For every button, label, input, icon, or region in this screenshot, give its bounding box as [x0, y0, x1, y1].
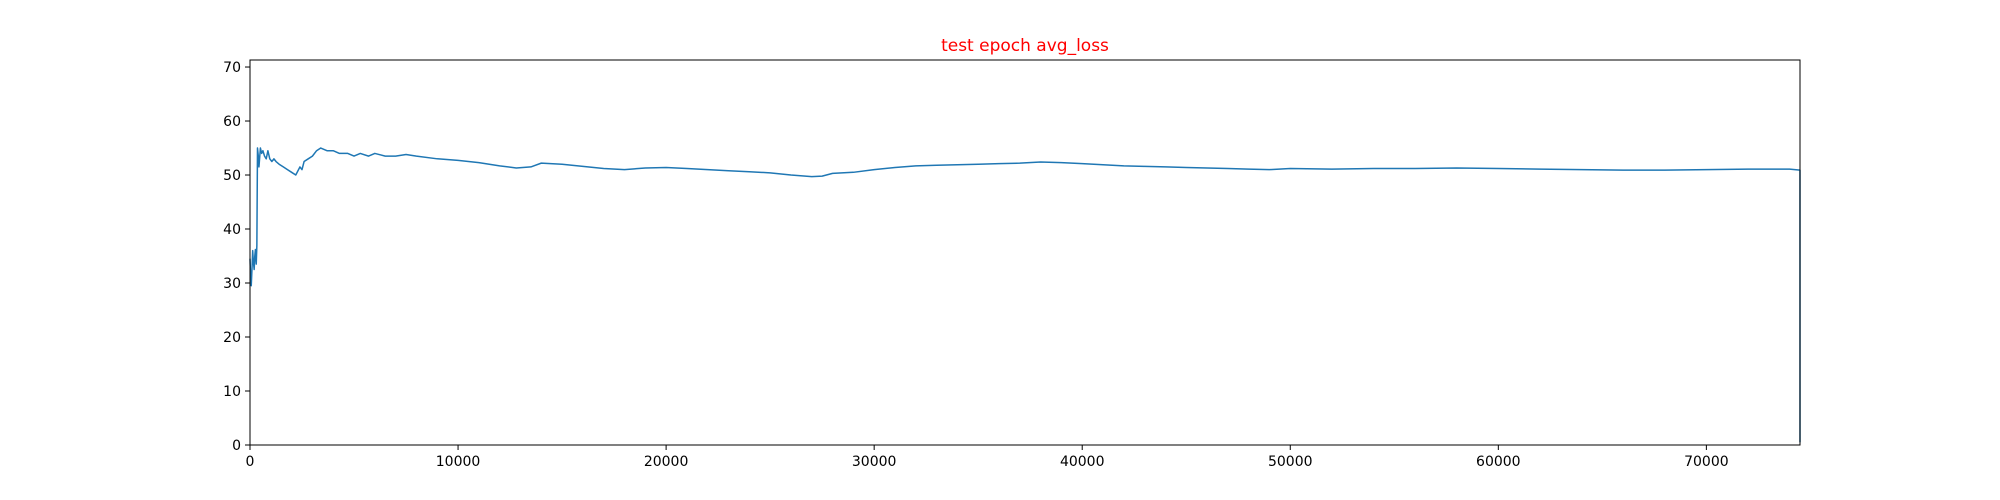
y-tick-label: 40 [223, 222, 241, 238]
x-tick-label: 30000 [852, 454, 897, 470]
x-tick-label: 70000 [1684, 454, 1729, 470]
x-tick-label: 50000 [1268, 454, 1313, 470]
x-tick-label: 10000 [436, 454, 481, 470]
y-tick-label: 50 [223, 168, 241, 184]
x-tick-label: 20000 [644, 454, 689, 470]
y-tick-label: 20 [223, 330, 241, 346]
y-tick-label: 10 [223, 384, 241, 400]
x-tick-label: 40000 [1060, 454, 1105, 470]
x-tick-label: 60000 [1476, 454, 1521, 470]
axes: 0 10000 20000 30000 40000 50000 60000 70000 0 10 2… [223, 59, 1801, 470]
y-tick-label: 0 [232, 438, 241, 454]
y-tick-label: 60 [223, 114, 241, 130]
chart-title: test epoch avg_loss [941, 36, 1109, 56]
x-tick-label: 0 [246, 454, 255, 470]
plot-area [249, 147, 1801, 443]
axes-frame [249, 59, 1801, 446]
y-tick-label: 30 [223, 276, 241, 292]
y-tick-label: 70 [223, 60, 241, 76]
series-line-1 [249, 147, 1801, 443]
